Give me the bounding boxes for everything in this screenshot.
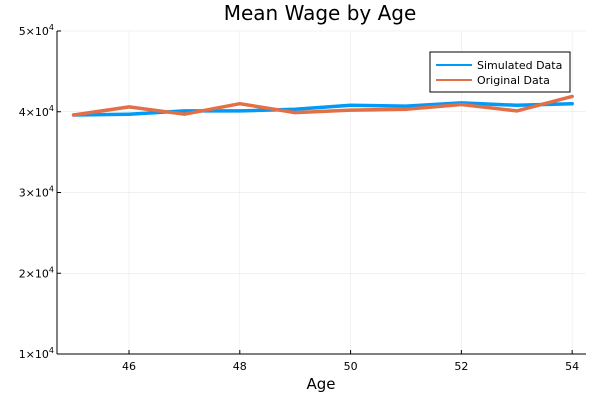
- simulated-data-line: [71, 101, 574, 117]
- x-tick-label: 54: [565, 360, 579, 373]
- legend-label-original-data: Original Data: [477, 74, 550, 87]
- x-tick-label: 50: [344, 360, 358, 373]
- legend-box: [429, 51, 571, 93]
- original-data-line: [71, 94, 574, 117]
- x-tick-label: 48: [233, 360, 247, 373]
- chart-title: Mean Wage by Age: [224, 1, 417, 25]
- y-tick-label: 4×104: [19, 104, 54, 119]
- y-tick-label: 5×104: [19, 23, 54, 38]
- x-axis-label: Age: [306, 375, 335, 393]
- y-tick-label: 3×104: [19, 185, 54, 200]
- y-tick-label: 2×104: [19, 265, 54, 280]
- legend: Simulated Data Original Data: [429, 51, 571, 93]
- legend-label-simulated-data: Simulated Data: [477, 59, 562, 72]
- x-tick-label: 52: [454, 360, 468, 373]
- series-lines: [71, 94, 574, 117]
- x-tick-label: 46: [122, 360, 136, 373]
- axes: 46 48 50 52 54 1×104 2×104 3×104 4×104 5×104: [19, 23, 586, 373]
- y-tick-label: 1×104: [19, 346, 54, 361]
